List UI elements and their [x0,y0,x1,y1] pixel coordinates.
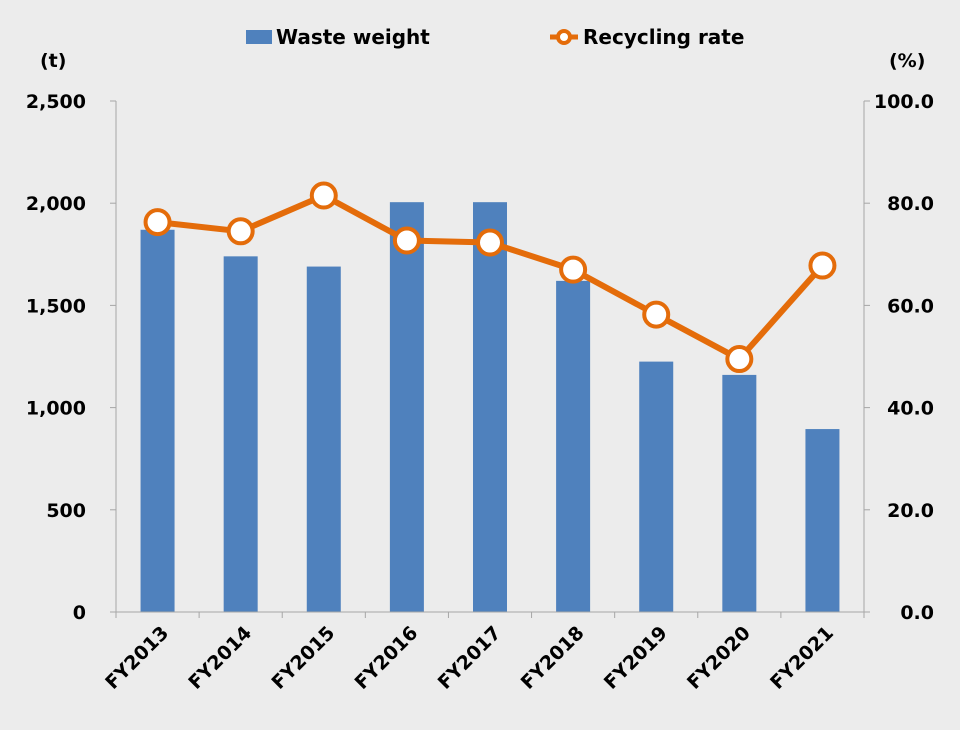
x-category-label: FY2017 [434,622,506,694]
x-category-label: FY2016 [351,622,423,694]
bar-fy2013 [140,229,175,612]
bar-fy2017 [473,202,507,613]
right-tick-label: 100.0 [874,91,934,113]
x-category-label: FY2021 [766,622,838,694]
left-tick-label: 500 [46,500,86,522]
point-fy2015 [309,181,338,210]
bar-fy2019 [639,361,674,612]
bar-series-waste-weight [140,202,840,613]
point-fy2018 [559,255,588,284]
point-fy2020 [725,345,754,374]
legend-swatch-waste-weight [246,30,272,44]
x-category-label: FY2019 [600,622,672,694]
x-category-label: FY2014 [184,622,256,694]
legend: Waste weight Recycling rate [246,25,744,49]
left-axis-unit: (t) [40,50,66,72]
bar-fy2016 [389,202,424,613]
bar-fy2015 [306,266,341,612]
line-series-recycling-rate [143,181,837,374]
left-axis-ticks: 0 500 1,000 1,500 2,000 2,500 [26,91,116,624]
point-fy2017 [476,228,504,257]
right-axis-unit: (%) [889,50,925,72]
right-tick-label: 20.0 [887,500,934,522]
left-tick-label: 0 [73,602,86,624]
x-category-label: FY2018 [517,622,589,694]
x-category-label: FY2015 [267,622,339,694]
left-tick-label: 1,000 [26,398,86,420]
point-fy2013 [143,208,172,237]
x-axis-ticks [115,612,865,618]
legend-label-waste-weight: Waste weight [276,25,430,49]
left-tick-label: 2,000 [26,193,86,215]
point-fy2019 [642,300,671,329]
point-fy2016 [392,226,421,255]
bar-fy2020 [722,374,757,612]
x-category-label: FY2013 [101,622,173,694]
x-axis-category-labels: FY2013 FY2014 FY2015 FY2016 FY2017 FY2018 FY20… [101,622,838,694]
point-fy2014 [226,217,255,246]
bar-fy2021 [805,429,840,612]
point-fy2021 [808,251,837,280]
right-axis-ticks: 0.0 20.0 40.0 60.0 80.0 100.0 [864,91,934,624]
bar-fy2014 [223,256,258,612]
right-tick-label: 40.0 [887,398,934,420]
legend-label-recycling-rate: Recycling rate [583,25,744,49]
legend-marker-recycling-rate [556,29,572,45]
left-tick-label: 2,500 [26,91,86,113]
x-category-label: FY2020 [683,622,755,694]
right-tick-label: 60.0 [887,295,934,317]
right-tick-label: 0.0 [900,602,934,624]
bar-fy2018 [556,280,591,612]
left-tick-label: 1,500 [26,295,86,317]
right-tick-label: 80.0 [887,193,934,215]
